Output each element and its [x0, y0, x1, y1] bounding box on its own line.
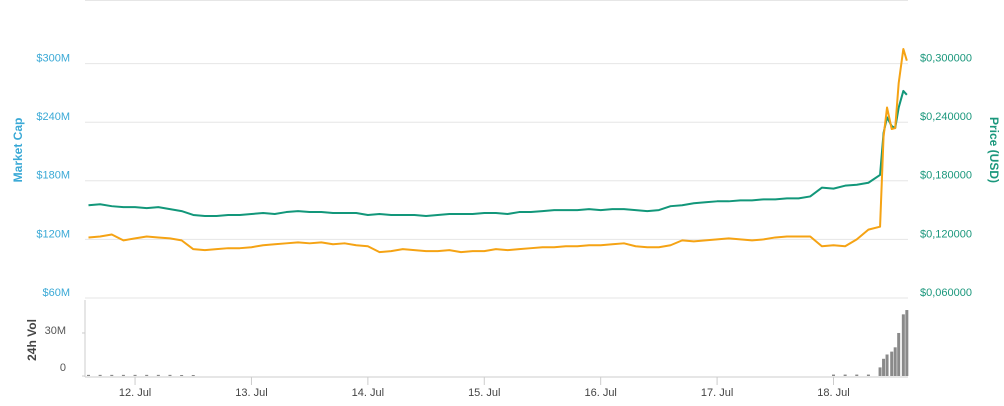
volume-tick-label: 30M: [45, 325, 66, 337]
volume-bar: [168, 374, 172, 376]
y-tick-label: $60M: [42, 287, 70, 299]
volume-bar: [191, 374, 195, 376]
x-tick-label: 17. Jul: [701, 387, 733, 399]
volume-bar: [905, 310, 909, 376]
x-tick-label: 15. Jul: [468, 387, 500, 399]
x-tick-label: 12. Jul: [119, 387, 151, 399]
volume-tick-label: 0: [60, 362, 66, 374]
volume-bar: [145, 374, 149, 376]
y-tick-label: $300M: [36, 53, 70, 65]
y2-tick-label: $0,240000: [920, 111, 972, 123]
volume-bar: [855, 374, 859, 376]
volume-bar: [843, 374, 847, 376]
volume-bar: [156, 374, 160, 376]
y2-tick-label: $0,120000: [920, 228, 972, 240]
volume-bar: [86, 374, 90, 376]
x-tick-label: 18. Jul: [817, 387, 849, 399]
volume-bar: [890, 351, 894, 376]
volume-bar: [180, 374, 184, 376]
volume-bar: [831, 374, 835, 376]
y-tick-label: $240M: [36, 111, 70, 123]
volume-bar: [882, 358, 886, 376]
y2-tick-label: $0,180000: [920, 170, 972, 182]
y-tick-label: $120M: [36, 228, 70, 240]
y-tick-label: $180M: [36, 170, 70, 182]
volume-bar: [110, 374, 114, 376]
volume-bar: [901, 314, 905, 376]
volume-axis-title: 24h Vol: [25, 319, 39, 361]
series-line: [88, 47, 908, 254]
y2-axis-title: Price (USD): [987, 117, 1001, 183]
x-tick-label: 14. Jul: [352, 387, 384, 399]
volume-bar: [866, 374, 870, 376]
y2-tick-label: $0,060000: [920, 287, 972, 299]
volume-bar: [897, 332, 901, 376]
volume-bar: [878, 367, 882, 376]
x-tick-label: 16. Jul: [584, 387, 616, 399]
volume-bar: [133, 374, 137, 376]
volume-bar: [885, 354, 889, 376]
y2-tick-label: $0,300000: [920, 53, 972, 65]
y-axis-title: Market Cap: [11, 118, 25, 183]
series-line: [88, 89, 908, 217]
volume-bar: [98, 374, 102, 376]
x-tick-label: 13. Jul: [235, 387, 267, 399]
volume-bar: [121, 374, 125, 376]
volume-bar: [893, 347, 897, 376]
